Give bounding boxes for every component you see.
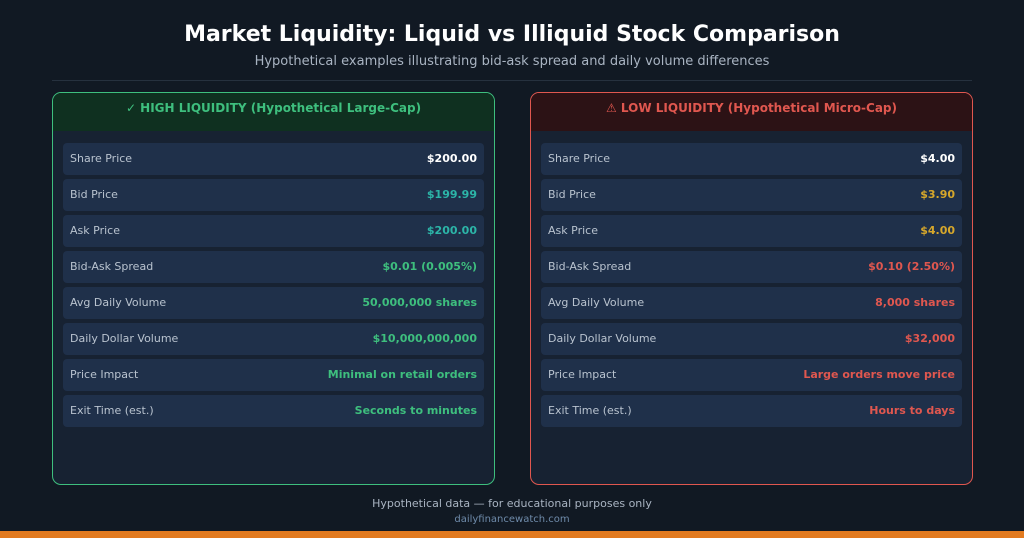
row-label: Avg Daily Volume bbox=[70, 296, 167, 309]
row-label: Price Impact bbox=[70, 368, 139, 381]
row-label: Ask Price bbox=[70, 224, 120, 237]
row-label: Avg Daily Volume bbox=[548, 296, 645, 309]
data-row: Share Price $4.00 bbox=[541, 143, 962, 175]
divider bbox=[52, 80, 972, 81]
row-label: Share Price bbox=[70, 152, 133, 165]
row-value: 8,000 shares bbox=[875, 296, 955, 309]
accent-bar bbox=[0, 531, 1024, 538]
data-row: Bid Price $3.90 bbox=[541, 179, 962, 211]
data-row: Share Price $200.00 bbox=[63, 143, 484, 175]
row-label: Daily Dollar Volume bbox=[70, 332, 179, 345]
row-value: $0.10 (2.50%) bbox=[868, 260, 955, 273]
row-label: Bid-Ask Spread bbox=[548, 260, 632, 273]
data-row: Price Impact Minimal on retail orders bbox=[63, 359, 484, 391]
panel: ✓ HIGH LIQUIDITY (Hypothetical Large-Cap… bbox=[52, 92, 495, 485]
title: Market Liquidity: Liquid vs Illiquid Sto… bbox=[184, 22, 840, 47]
panel: ⚠ LOW LIQUIDITY (Hypothetical Micro-Cap)… bbox=[530, 92, 973, 485]
row-value: Seconds to minutes bbox=[354, 404, 477, 417]
row-value: $199.99 bbox=[426, 188, 477, 201]
data-row: Avg Daily Volume 50,000,000 shares bbox=[63, 287, 484, 319]
data-row: Bid-Ask Spread $0.10 (2.50%) bbox=[541, 251, 962, 283]
row-label: Exit Time (est.) bbox=[548, 404, 632, 417]
data-row: Price Impact Large orders move price bbox=[541, 359, 962, 391]
data-row: Daily Dollar Volume $10,000,000,000 bbox=[63, 323, 484, 355]
row-label: Bid Price bbox=[70, 188, 118, 201]
source: dailyfinancewatch.com bbox=[454, 514, 570, 525]
subtitle: Hypothetical examples illustrating bid-a… bbox=[254, 54, 770, 69]
row-value: $200.00 bbox=[426, 152, 477, 165]
row-value: Minimal on retail orders bbox=[327, 368, 477, 381]
data-row: Exit Time (est.) Seconds to minutes bbox=[63, 395, 484, 427]
footnote: Hypothetical data — for educational purp… bbox=[372, 497, 652, 510]
row-label: Share Price bbox=[548, 152, 611, 165]
data-row: Avg Daily Volume 8,000 shares bbox=[541, 287, 962, 319]
row-label: Bid-Ask Spread bbox=[70, 260, 154, 273]
row-value: $0.01 (0.005%) bbox=[382, 260, 478, 273]
row-label: Exit Time (est.) bbox=[70, 404, 154, 417]
data-row: Bid Price $199.99 bbox=[63, 179, 484, 211]
row-label: Ask Price bbox=[548, 224, 598, 237]
data-row: Daily Dollar Volume $32,000 bbox=[541, 323, 962, 355]
row-value: $3.90 bbox=[920, 188, 955, 201]
row-label: Price Impact bbox=[548, 368, 617, 381]
row-value: $200.00 bbox=[426, 224, 477, 237]
panel-heading: ⚠ LOW LIQUIDITY (Hypothetical Micro-Cap) bbox=[531, 93, 972, 131]
row-label: Bid Price bbox=[548, 188, 596, 201]
row-value: Large orders move price bbox=[803, 368, 955, 381]
row-value: $4.00 bbox=[920, 224, 955, 237]
data-row: Bid-Ask Spread $0.01 (0.005%) bbox=[63, 251, 484, 283]
row-value: 50,000,000 shares bbox=[362, 296, 477, 309]
data-row: Exit Time (est.) Hours to days bbox=[541, 395, 962, 427]
data-row: Ask Price $200.00 bbox=[63, 215, 484, 247]
row-label: Daily Dollar Volume bbox=[548, 332, 657, 345]
row-value: $10,000,000,000 bbox=[372, 332, 477, 345]
row-value: $32,000 bbox=[904, 332, 955, 345]
panel-heading: ✓ HIGH LIQUIDITY (Hypothetical Large-Cap… bbox=[53, 93, 494, 131]
data-row: Ask Price $4.00 bbox=[541, 215, 962, 247]
row-value: $4.00 bbox=[920, 152, 955, 165]
row-value: Hours to days bbox=[869, 404, 955, 417]
